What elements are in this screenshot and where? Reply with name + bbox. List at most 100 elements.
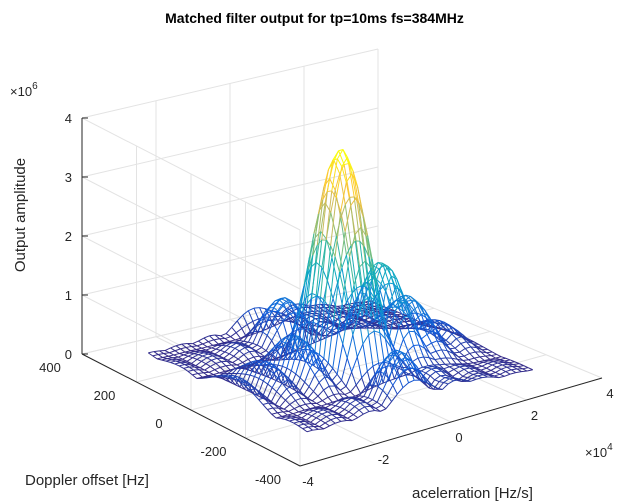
mesh-line — [355, 377, 363, 386]
mesh-line — [316, 417, 321, 421]
mesh-line — [206, 357, 212, 361]
mesh-line — [341, 380, 347, 387]
mesh-line — [345, 324, 352, 329]
mesh-line — [273, 403, 280, 408]
mesh-line — [276, 391, 282, 397]
mesh-line — [422, 321, 429, 326]
mesh-line — [208, 371, 214, 375]
mesh-line — [282, 411, 288, 416]
mesh-line — [316, 403, 322, 407]
mesh-line — [522, 367, 529, 370]
mesh-line — [348, 163, 355, 197]
mesh-line — [425, 372, 431, 377]
mesh-line — [267, 383, 273, 389]
mesh-line — [191, 345, 198, 347]
mesh-line — [208, 339, 215, 343]
mesh-line — [381, 404, 387, 410]
mesh-line — [460, 341, 467, 344]
mesh-line — [386, 395, 393, 402]
mesh-line — [447, 350, 454, 354]
mesh-line — [322, 169, 329, 200]
mesh-line — [213, 339, 219, 345]
mesh-line — [437, 333, 445, 341]
mesh-line — [408, 331, 414, 346]
z-tick-label: 0 — [65, 347, 72, 362]
mesh-line — [425, 368, 432, 374]
mesh-line — [258, 366, 265, 379]
mesh-line — [416, 366, 423, 371]
mesh-line — [263, 397, 270, 401]
mesh-line — [278, 337, 286, 348]
mesh-line — [394, 313, 400, 327]
mesh-line — [315, 358, 322, 363]
mesh-line — [345, 173, 353, 183]
mesh-line — [363, 295, 371, 302]
mesh-line — [273, 322, 280, 327]
mesh-line — [344, 391, 351, 396]
mesh-line — [326, 159, 334, 192]
mesh-line — [282, 313, 289, 319]
mesh-line — [426, 378, 433, 386]
mesh-line — [211, 344, 218, 349]
mesh-line — [316, 400, 323, 404]
x-tick-label: 0 — [455, 430, 462, 445]
mesh-line — [322, 400, 328, 405]
mesh-line — [239, 335, 246, 341]
mesh-line — [341, 400, 346, 403]
mesh-line — [269, 344, 277, 353]
mesh-line — [468, 359, 474, 364]
mesh-line — [363, 246, 371, 291]
mesh-line — [277, 364, 283, 367]
mesh-line — [448, 346, 455, 354]
mesh-line — [423, 312, 430, 318]
mesh-line — [370, 267, 377, 286]
mesh-line — [479, 370, 486, 374]
mesh-line — [407, 350, 413, 362]
mesh-line — [203, 337, 209, 343]
mesh-line — [234, 337, 241, 341]
mesh-line — [326, 304, 332, 306]
mesh-line — [368, 256, 375, 299]
mesh-line — [185, 347, 191, 352]
mesh-line — [310, 349, 316, 353]
mesh-line — [504, 373, 511, 377]
mesh-line — [471, 375, 478, 379]
mesh-line — [352, 396, 359, 401]
mesh-line — [318, 376, 326, 383]
mesh-line — [256, 344, 262, 348]
mesh-line — [421, 333, 428, 340]
mesh-line — [196, 345, 202, 349]
mesh-line — [224, 346, 231, 353]
mesh-line — [281, 379, 289, 384]
mesh-line — [386, 385, 394, 396]
mesh-line — [332, 298, 340, 318]
mesh-line — [375, 284, 383, 309]
mesh-line — [296, 310, 304, 351]
mesh-line — [290, 391, 297, 396]
back-wall-grid-line — [81, 225, 379, 296]
mesh-line — [259, 307, 266, 310]
mesh-line — [382, 265, 390, 284]
mesh-line — [332, 150, 339, 161]
mesh-line — [258, 364, 266, 375]
mesh-line — [392, 325, 400, 348]
mesh-line — [463, 355, 469, 361]
mesh-line — [232, 358, 239, 364]
mesh-line — [372, 399, 378, 403]
mesh-line — [237, 354, 245, 360]
mesh-line — [274, 340, 281, 350]
mesh-line — [326, 416, 332, 421]
mesh-line — [356, 343, 364, 358]
mesh-line — [374, 324, 381, 326]
mesh-line — [310, 315, 317, 317]
mesh-line — [343, 256, 351, 291]
mesh-line — [264, 305, 272, 313]
mesh-line — [208, 369, 215, 373]
mesh-line — [361, 317, 369, 325]
mesh-line — [368, 324, 375, 326]
mesh-line — [344, 408, 350, 413]
mesh-line — [236, 378, 243, 381]
mesh-line — [428, 379, 436, 389]
mesh-line — [213, 372, 220, 375]
